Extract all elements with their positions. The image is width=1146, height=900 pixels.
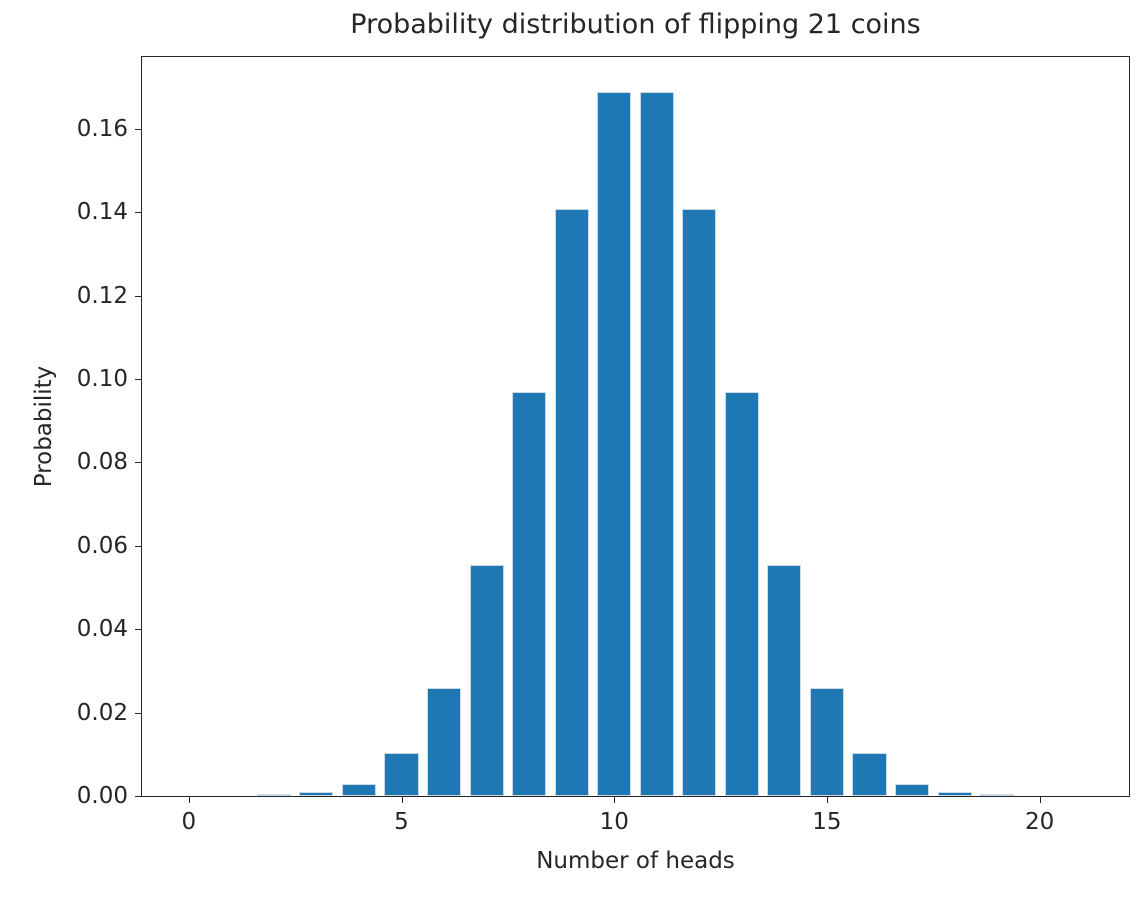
bar	[384, 753, 419, 796]
x-tick-label: 20	[1025, 809, 1055, 835]
bar	[554, 209, 589, 796]
y-tick-label: 0.16	[76, 115, 128, 142]
y-tick-label: 0.06	[76, 532, 128, 559]
y-tick-mark	[135, 295, 142, 297]
x-tick-mark	[401, 796, 403, 803]
bars-layer	[142, 57, 1129, 796]
y-tick-label: 0.08	[76, 449, 128, 476]
x-tick-label: 0	[181, 809, 197, 835]
x-tick-label: 10	[599, 809, 629, 835]
x-tick-mark	[1039, 796, 1041, 803]
bar	[767, 564, 802, 796]
y-tick-label: 0.14	[76, 199, 128, 226]
bar	[597, 92, 632, 796]
bar	[809, 687, 844, 796]
bar	[724, 391, 759, 796]
y-tick-label: 0.02	[76, 699, 128, 726]
bar	[682, 209, 717, 796]
bar	[980, 794, 1015, 796]
bar	[341, 783, 376, 796]
y-tick-mark	[135, 712, 142, 714]
y-tick-label: 0.00	[76, 783, 128, 809]
x-tick-mark	[188, 796, 190, 803]
bar	[427, 687, 462, 796]
bar	[469, 564, 504, 796]
bar	[299, 791, 334, 796]
chart-title: Probability distribution of flipping 21 …	[350, 9, 921, 40]
bar	[852, 753, 887, 796]
bar	[512, 391, 547, 796]
x-tick-label: 5	[394, 809, 409, 835]
x-axis-label: Number of heads	[536, 848, 735, 874]
x-tick-mark	[614, 796, 616, 803]
bar	[639, 92, 674, 796]
y-tick-mark	[135, 128, 142, 130]
x-tick-label: 15	[812, 809, 842, 835]
y-axis-label: Probability	[31, 365, 57, 488]
x-tick-mark	[826, 796, 828, 803]
bar	[937, 791, 972, 796]
y-tick-label: 0.10	[76, 365, 128, 392]
y-tick-mark	[135, 545, 142, 547]
plot-area: 0.00 0.02 0.04 0.06 0.08 0.10 0.12 0.14 0.16 0 5 1…	[77, 56, 1130, 835]
y-tick-mark	[135, 462, 142, 464]
y-tick-label: 0.12	[76, 282, 128, 309]
y-tick-mark	[135, 378, 142, 380]
y-tick-mark	[135, 212, 142, 214]
bar	[256, 794, 291, 796]
y-tick-label: 0.04	[76, 616, 128, 643]
y-tick-mark	[135, 629, 142, 631]
y-tick-mark	[135, 796, 142, 797]
bar	[895, 783, 930, 796]
